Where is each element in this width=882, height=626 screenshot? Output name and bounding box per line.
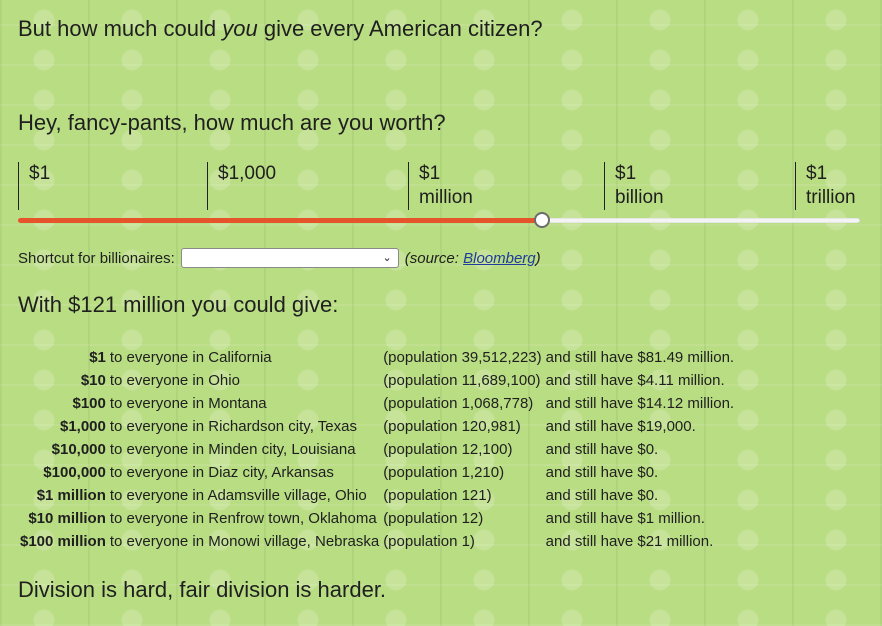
tick-label: $1,000 (218, 163, 277, 184)
row-place: to everyone in California (109, 349, 272, 366)
slider-fill (18, 218, 543, 223)
row-remaining: and still have $1 million. (545, 510, 705, 527)
row-amount: $1 (89, 349, 106, 366)
tick-label: $1 (29, 163, 51, 184)
worth-prompt: Hey, fancy-pants, how much are you worth… (18, 110, 446, 135)
row-population: (population 121) (383, 487, 492, 504)
result-heading: With $121 million you could give: (18, 292, 339, 317)
row-remaining: and still have $0. (545, 464, 659, 481)
tick-1-trillion: $1 trillion (795, 162, 856, 210)
tick-label: trillion (806, 187, 856, 208)
page-title: But how much could you give every Americ… (18, 16, 543, 42)
billionaire-select[interactable]: ⌄ (180, 248, 399, 268)
row-remaining: and still have $14.12 million. (545, 395, 735, 412)
table-row: $10,000 to everyone in Minden city, Louis… (18, 438, 736, 461)
row-amount: $10 (80, 372, 106, 389)
row-population: (population 12) (383, 510, 484, 527)
row-remaining: and still have $0. (545, 441, 659, 458)
row-population: (population 1,068,778) (383, 395, 534, 412)
row-place: to everyone in Adamsville village, Ohio (109, 487, 367, 504)
slider-ticks: $1 $1,000 $1 million $1 billion $1 trillion (18, 162, 860, 210)
row-population: (population 1,210) (383, 464, 505, 481)
net-worth-slider[interactable] (18, 212, 860, 230)
table-row: $10 million to everyone in Renfrow town, … (18, 507, 736, 530)
slider-thumb[interactable] (534, 212, 550, 228)
table-row: $100 million to everyone in Monowi villag… (18, 530, 736, 553)
table-row: $100,000 to everyone in Diaz city, Arkans… (18, 461, 736, 484)
source-prefix: (source: (404, 249, 464, 267)
table-row: $10 to everyone in Ohio (population 11,689… (18, 369, 736, 392)
row-population: (population 11,689,100) (383, 372, 541, 389)
table-row: $1 million to everyone in Adamsville vill… (18, 484, 736, 507)
source-suffix: ) (535, 249, 541, 267)
results-table: $1 to everyone in California (population 3… (18, 346, 736, 553)
row-amount: $1,000 (59, 418, 106, 435)
row-place: to everyone in Monowi village, Nebraska (109, 533, 380, 550)
tick-label: million (419, 187, 473, 208)
row-place: to everyone in Minden city, Louisiana (109, 441, 356, 458)
row-place: to everyone in Montana (109, 395, 267, 412)
tick-label: $1 (419, 163, 441, 184)
table-row: $100 to everyone in Montana (population 1,… (18, 392, 736, 415)
source-note: (source: Bloomberg) (405, 250, 541, 267)
row-amount: $100,000 (43, 464, 106, 481)
row-remaining: and still have $4.11 million. (545, 372, 725, 389)
row-population: (population 12,100) (383, 441, 513, 458)
title-emphasis: you (222, 16, 258, 41)
shortcut-label: Shortcut for billionaires: (18, 249, 175, 267)
title-suffix: give every American citizen? (257, 16, 543, 41)
title-prefix: But how much could (18, 16, 223, 41)
row-amount: $10 million (28, 510, 106, 527)
footer-heading: Division is hard, fair division is harde… (18, 577, 387, 602)
row-remaining: and still have $0. (545, 487, 659, 504)
row-remaining: and still have $81.49 million. (545, 349, 735, 366)
table-row: $1 to everyone in California (population 3… (18, 346, 736, 369)
tick-1-thousand: $1,000 (207, 162, 276, 210)
row-remaining: and still have $19,000. (545, 418, 696, 435)
tick-1-million: $1 million (408, 162, 473, 210)
row-amount: $1 million (36, 487, 106, 504)
bloomberg-link[interactable]: Bloomberg (463, 249, 536, 267)
row-place: to everyone in Renfrow town, Oklahoma (109, 510, 377, 527)
row-place: to everyone in Ohio (109, 372, 240, 389)
tick-label: billion (615, 187, 664, 208)
tick-label: $1 (806, 163, 828, 184)
row-amount: $100 (72, 395, 106, 412)
tick-label: $1 (615, 163, 637, 184)
billionaire-shortcut: Shortcut for billionaires: ⌄ (source: Bl… (18, 248, 541, 268)
row-place: to everyone in Diaz city, Arkansas (109, 464, 334, 481)
row-population: (population 1) (383, 533, 475, 550)
row-remaining: and still have $21 million. (545, 533, 714, 550)
row-population: (population 39,512,223) (383, 349, 542, 366)
row-amount: $10,000 (51, 441, 106, 458)
tick-1-billion: $1 billion (604, 162, 664, 210)
table-row: $1,000 to everyone in Richardson city, Te… (18, 415, 736, 438)
tick-1-dollar: $1 (18, 162, 50, 210)
chevron-down-icon: ⌄ (382, 252, 392, 264)
row-amount: $100 million (20, 533, 106, 550)
row-place: to everyone in Richardson city, Texas (109, 418, 357, 435)
row-population: (population 120,981) (383, 418, 521, 435)
